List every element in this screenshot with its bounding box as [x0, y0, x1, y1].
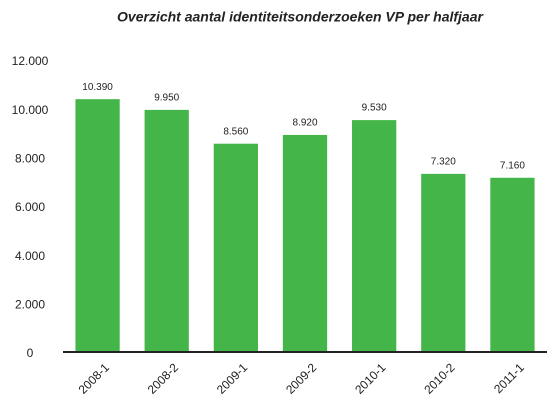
y-tick-label: 2.000 — [15, 298, 45, 312]
x-tick-label: 2010-2 — [421, 360, 458, 397]
y-tick-label: 10.000 — [12, 103, 49, 117]
bar — [282, 134, 328, 352]
value-label: 7.320 — [431, 157, 456, 168]
y-tick-label: 0 — [27, 346, 34, 360]
chart-title: Overzicht aantal identiteitsonderzoeken … — [117, 9, 484, 25]
y-tick-label: 8.000 — [15, 152, 45, 166]
bar — [75, 99, 120, 352]
value-label: 7.160 — [500, 160, 525, 171]
bar — [213, 143, 258, 352]
x-tick-label: 2011-1 — [491, 360, 527, 396]
y-tick-label: 4.000 — [15, 249, 45, 263]
x-tick-label: 2009-2 — [283, 360, 320, 397]
bar — [490, 177, 535, 352]
value-label: 9.530 — [362, 103, 387, 114]
value-label: 8.560 — [223, 126, 248, 137]
y-tick-label: 6.000 — [15, 200, 45, 214]
bar — [144, 109, 189, 352]
bar — [352, 120, 397, 352]
value-label: 9.950 — [154, 93, 179, 104]
bar — [421, 173, 466, 352]
x-tick-label: 2009-1 — [214, 360, 251, 397]
x-tick-label: 2008-1 — [76, 360, 113, 397]
value-label: 10.390 — [82, 82, 113, 93]
y-tick-label: 12.000 — [12, 54, 49, 68]
x-tick-label: 2008-2 — [145, 360, 182, 397]
x-tick-label: 2010-1 — [352, 360, 389, 397]
value-label: 8.920 — [292, 118, 317, 129]
